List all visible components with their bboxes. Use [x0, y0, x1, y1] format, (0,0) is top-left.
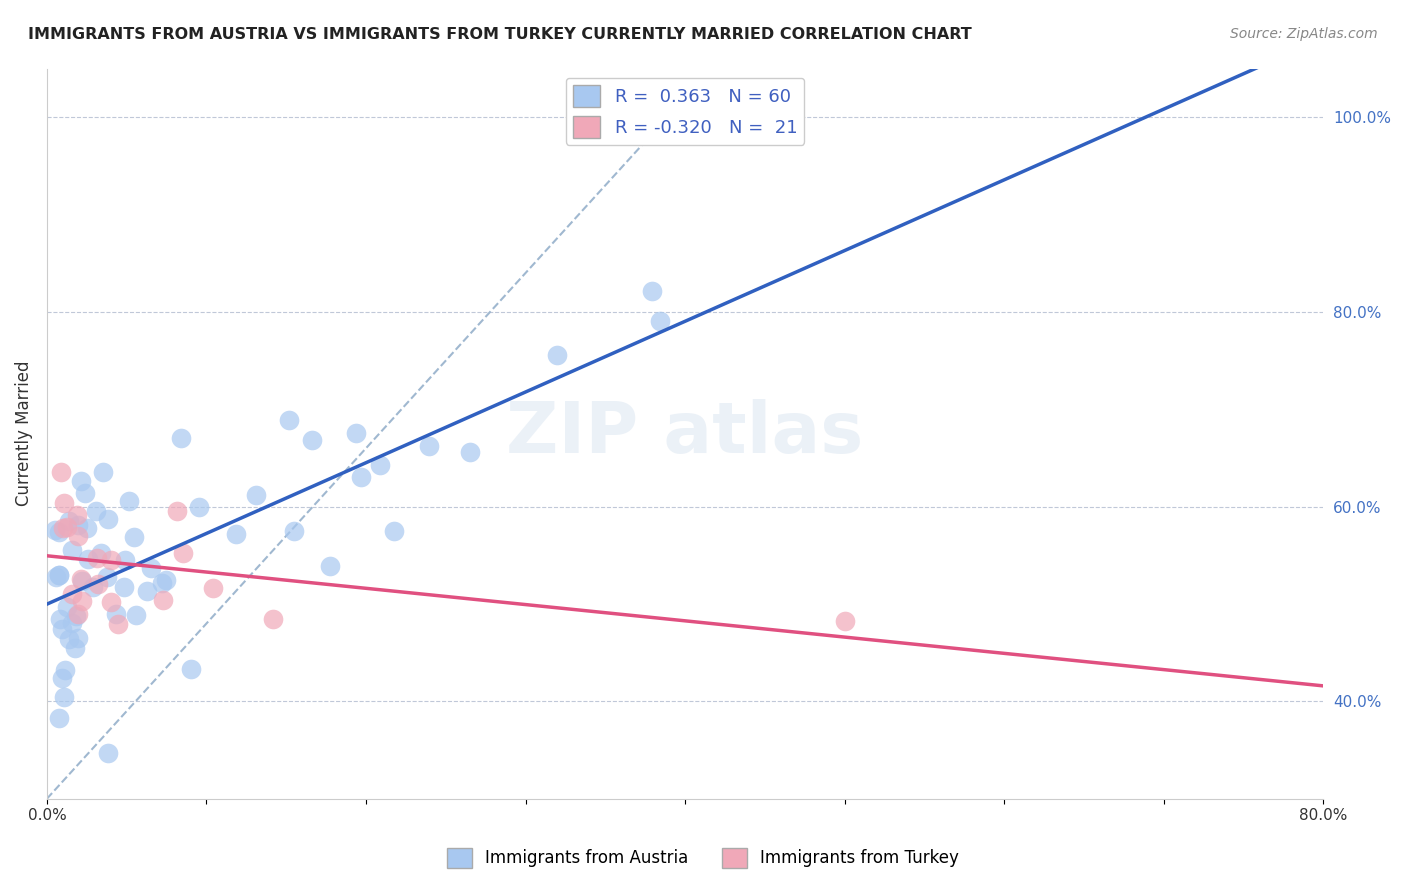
Point — [48, 524, 70, 539]
Text: IMMIGRANTS FROM AUSTRIA VS IMMIGRANTS FROM TURKEY CURRENTLY MARRIED CORRELATION : IMMIGRANTS FROM AUSTRIA VS IMMIGRANTS FR… — [28, 27, 972, 42]
Point — [152, 593, 174, 607]
Point — [114, 552, 136, 566]
Point — [60, 587, 83, 601]
Point — [90, 546, 112, 560]
Point — [319, 558, 342, 573]
Point — [51, 671, 73, 685]
Point — [53, 664, 76, 678]
Point — [44, 523, 66, 537]
Point — [48, 568, 70, 582]
Point — [262, 612, 284, 626]
Point — [49, 465, 72, 479]
Point — [70, 474, 93, 488]
Point — [48, 567, 70, 582]
Y-axis label: Currently Married: Currently Married — [15, 361, 32, 507]
Point — [201, 581, 224, 595]
Point — [640, 284, 662, 298]
Point — [52, 690, 75, 704]
Point — [344, 425, 367, 440]
Point — [458, 445, 481, 459]
Point — [650, 313, 672, 327]
Point — [105, 607, 128, 621]
Point — [278, 412, 301, 426]
Point — [150, 576, 173, 591]
Point — [370, 458, 392, 472]
Point — [86, 550, 108, 565]
Point — [124, 530, 146, 544]
Point — [112, 580, 135, 594]
Point — [172, 546, 194, 560]
Point — [125, 608, 148, 623]
Point — [245, 488, 267, 502]
Point — [56, 520, 79, 534]
Point — [180, 662, 202, 676]
Point — [97, 512, 120, 526]
Point — [834, 614, 856, 628]
Point — [65, 609, 87, 624]
Point — [97, 746, 120, 760]
Point — [58, 514, 80, 528]
Point — [96, 570, 118, 584]
Point — [155, 573, 177, 587]
Point — [170, 431, 193, 445]
Point — [67, 518, 90, 533]
Point — [188, 500, 211, 515]
Point — [49, 612, 72, 626]
Point — [67, 607, 90, 621]
Point — [225, 527, 247, 541]
Point — [546, 348, 568, 362]
Point — [100, 553, 122, 567]
Text: Source: ZipAtlas.com: Source: ZipAtlas.com — [1230, 27, 1378, 41]
Legend: R =  0.363   N = 60, R = -0.320   N =  21: R = 0.363 N = 60, R = -0.320 N = 21 — [565, 78, 804, 145]
Point — [77, 552, 100, 566]
Point — [75, 485, 97, 500]
Point — [66, 508, 89, 522]
Point — [107, 617, 129, 632]
Point — [48, 711, 70, 725]
Point — [82, 580, 104, 594]
Point — [66, 529, 89, 543]
Point — [52, 496, 75, 510]
Point — [66, 631, 89, 645]
Point — [45, 570, 67, 584]
Point — [136, 584, 159, 599]
Point — [382, 524, 405, 538]
Point — [51, 622, 73, 636]
Point — [70, 572, 93, 586]
Legend: Immigrants from Austria, Immigrants from Turkey: Immigrants from Austria, Immigrants from… — [440, 841, 966, 875]
Point — [60, 615, 83, 630]
Point — [350, 470, 373, 484]
Point — [139, 561, 162, 575]
Point — [58, 632, 80, 647]
Point — [93, 465, 115, 479]
Point — [87, 576, 110, 591]
Point — [52, 521, 75, 535]
Point — [86, 504, 108, 518]
Text: ZIP atlas: ZIP atlas — [506, 399, 863, 468]
Point — [63, 640, 86, 655]
Point — [118, 494, 141, 508]
Point — [70, 574, 93, 588]
Point — [60, 543, 83, 558]
Point — [166, 504, 188, 518]
Point — [100, 595, 122, 609]
Point — [70, 594, 93, 608]
Point — [283, 524, 305, 539]
Point — [301, 433, 323, 447]
Point — [76, 521, 98, 535]
Point — [418, 439, 440, 453]
Point — [56, 599, 79, 614]
